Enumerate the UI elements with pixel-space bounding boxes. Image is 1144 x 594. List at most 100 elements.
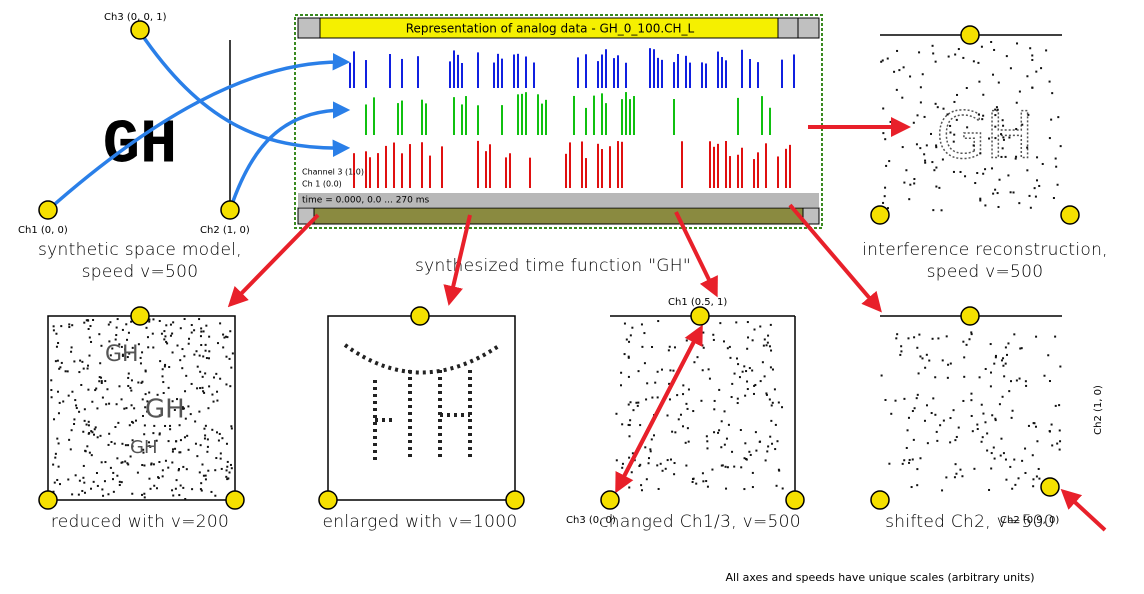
dot xyxy=(225,383,227,385)
dot xyxy=(1035,196,1037,198)
dot xyxy=(207,470,209,472)
dot xyxy=(131,404,133,406)
dot xyxy=(1005,459,1007,461)
dot xyxy=(81,490,83,492)
dot xyxy=(163,338,165,340)
dot xyxy=(1021,124,1023,126)
dot xyxy=(106,388,108,390)
dot xyxy=(973,468,975,470)
dot xyxy=(1055,158,1057,160)
dot xyxy=(658,488,660,490)
dot xyxy=(718,429,720,431)
dot xyxy=(170,324,172,326)
maximize-button[interactable] xyxy=(798,18,819,38)
dot xyxy=(230,425,232,427)
dot xyxy=(899,354,901,356)
dot xyxy=(982,413,984,415)
dot xyxy=(1000,156,1002,158)
dot xyxy=(231,427,233,429)
dot xyxy=(221,468,223,470)
dot xyxy=(916,347,918,349)
dot xyxy=(935,167,937,169)
dot xyxy=(731,396,733,398)
dot xyxy=(884,195,886,197)
dot xyxy=(752,472,754,474)
dot xyxy=(194,420,196,422)
dot xyxy=(651,397,653,399)
dot xyxy=(628,376,630,378)
dot xyxy=(717,432,719,434)
dot xyxy=(57,360,59,362)
dot xyxy=(1002,147,1004,149)
dot xyxy=(122,461,124,463)
scrollbar[interactable] xyxy=(298,208,819,224)
dot xyxy=(1038,478,1040,480)
dot xyxy=(196,350,198,352)
dot xyxy=(172,351,174,353)
dot xyxy=(219,378,221,380)
dot xyxy=(89,452,91,454)
dot xyxy=(81,361,83,363)
dot xyxy=(719,322,721,324)
dot xyxy=(219,433,221,435)
dot xyxy=(947,377,949,379)
dot xyxy=(737,363,739,365)
dot xyxy=(168,387,170,389)
minimize-button[interactable] xyxy=(778,18,798,38)
dot xyxy=(1031,54,1033,56)
dot xyxy=(926,404,928,406)
dot xyxy=(1006,354,1008,356)
dot xyxy=(1029,195,1031,197)
dot xyxy=(140,382,142,384)
dot xyxy=(693,361,695,363)
panel-frame xyxy=(328,316,515,500)
dot xyxy=(1006,55,1008,57)
dot xyxy=(226,466,228,468)
dot xyxy=(80,384,82,386)
dot xyxy=(56,479,58,481)
dot xyxy=(994,189,996,191)
dot xyxy=(668,349,670,351)
dot xyxy=(88,424,90,426)
dot xyxy=(207,438,209,440)
dot xyxy=(631,471,633,473)
dot xyxy=(172,321,174,323)
dot xyxy=(937,106,939,108)
dot xyxy=(692,410,694,412)
dot xyxy=(174,448,176,450)
dot xyxy=(748,451,750,453)
dot xyxy=(1036,156,1038,158)
dot xyxy=(902,463,904,465)
dot xyxy=(116,475,118,477)
dot xyxy=(778,401,780,403)
dot xyxy=(98,380,100,382)
dot xyxy=(726,438,728,440)
dot xyxy=(990,372,992,374)
dot xyxy=(1035,426,1037,428)
dot xyxy=(984,421,986,423)
dot xyxy=(900,345,902,347)
row-label: Channel 3 (1.0) xyxy=(302,168,364,177)
dot xyxy=(68,326,70,328)
dot xyxy=(746,381,748,383)
dot xyxy=(934,414,936,416)
dot xyxy=(685,465,687,467)
dot xyxy=(706,447,708,449)
dot xyxy=(97,485,99,487)
dot xyxy=(978,81,980,83)
menu-button[interactable] xyxy=(298,18,320,38)
dot xyxy=(88,421,90,423)
dot xyxy=(179,451,181,453)
dot xyxy=(941,489,943,491)
dot xyxy=(918,51,920,53)
dot xyxy=(743,488,745,490)
dot xyxy=(1032,478,1034,480)
dot xyxy=(685,442,687,444)
dot xyxy=(1031,87,1033,89)
dot xyxy=(1005,479,1007,481)
dot xyxy=(731,383,733,385)
dot xyxy=(935,61,937,63)
dot xyxy=(161,333,163,335)
dot xyxy=(646,478,648,480)
dot xyxy=(657,320,659,322)
